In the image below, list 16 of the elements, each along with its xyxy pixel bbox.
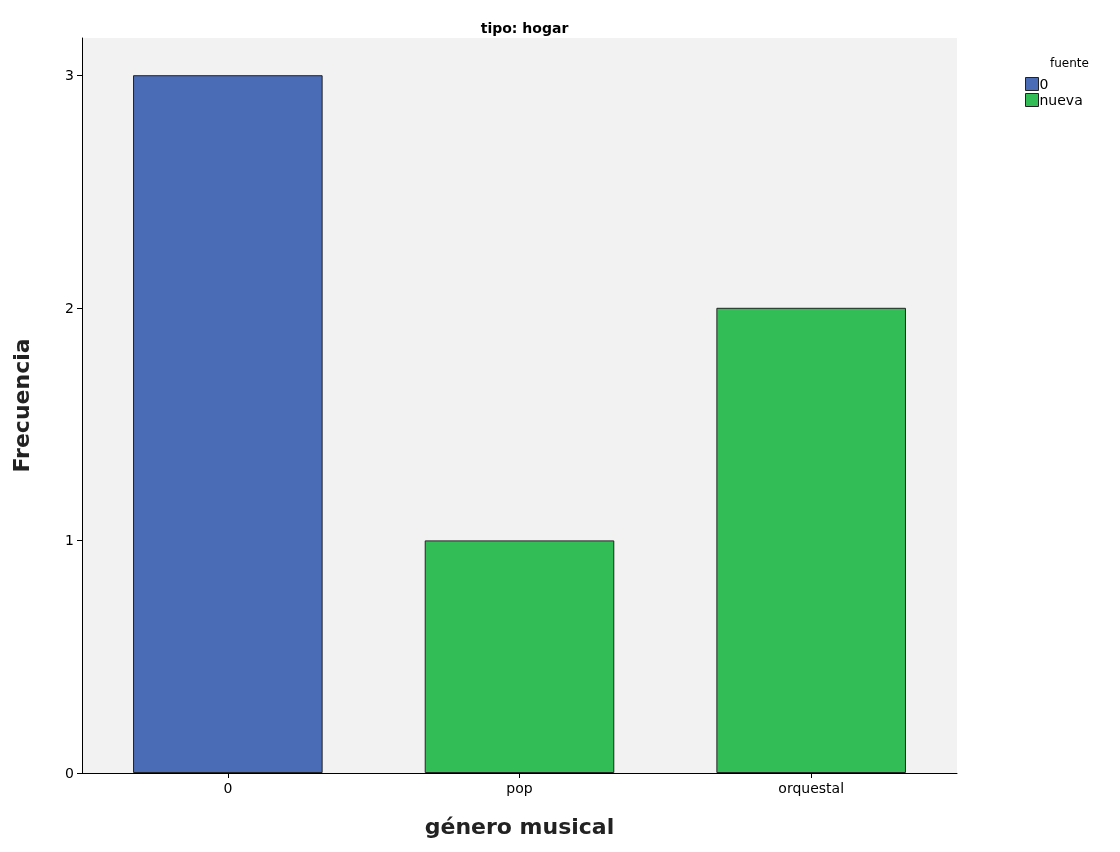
y-tick-label: 1 [65, 532, 74, 549]
y-tick-label: 2 [65, 299, 74, 316]
x-axis-title: género musical [424, 813, 615, 839]
y-tick-label: 0 [65, 765, 74, 781]
y-axis-title: Frecuencia [8, 338, 34, 473]
legend-label: nueva [1039, 92, 1083, 108]
bar [716, 307, 906, 773]
bar [424, 540, 615, 773]
x-tick-label: orquestal [778, 780, 845, 796]
legend-label: 0 [1039, 76, 1049, 92]
legend-title: fuente [1050, 56, 1089, 70]
chart-title: tipo: hogar [480, 20, 569, 36]
x-tick-label: 0 [223, 780, 233, 796]
y-tick-label: 3 [65, 67, 74, 84]
x-tick-label: pop [506, 780, 533, 796]
bar [133, 75, 323, 773]
